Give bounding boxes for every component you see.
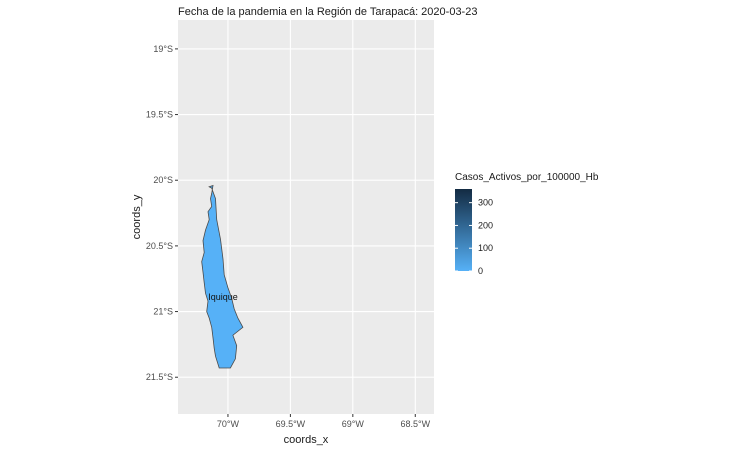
legend-title: Casos_Activos_por_100000_Hb [455,172,599,183]
x-axis-ticks: 70°W 69.5°W 69°W 68.5°W [217,414,431,429]
region-label-iquique: Iquique [208,292,238,302]
x-tick-label-0: 70°W [217,419,240,429]
legend-label-3: 300 [478,198,493,208]
map-title: Fecha de la pandemia en la Región de Tar… [178,6,477,18]
x-tick-label-2: 69°W [342,419,365,429]
x-axis-title: coords_x [284,434,329,446]
y-tick-label-5: 21.5°S [146,372,173,382]
y-tick-label-4: 21°S [153,307,173,317]
region-polygon-iquique [201,184,244,369]
region-layer: Iquique [201,184,244,369]
legend-label-0: 0 [478,266,483,276]
y-axis-ticks: 19°S 19.5°S 20°S 20.5°S 21°S 21.5°S [146,44,178,382]
y-axis-title: coords_y [131,194,143,239]
x-tick-label-1: 69.5°W [276,419,306,429]
y-tick-label-3: 20.5°S [146,241,173,251]
legend-label-1: 100 [478,243,493,253]
y-tick-label-0: 19°S [153,44,173,54]
legend-colorbar [455,189,472,271]
legend-ticks: 0 100 200 300 [455,198,493,276]
color-legend: Casos_Activos_por_100000_Hb 0 100 200 300 [455,172,599,276]
x-tick-label-3: 68.5°W [400,419,430,429]
y-tick-label-2: 20°S [153,175,173,185]
y-tick-label-1: 19.5°S [146,110,173,120]
legend-label-2: 200 [478,220,493,230]
